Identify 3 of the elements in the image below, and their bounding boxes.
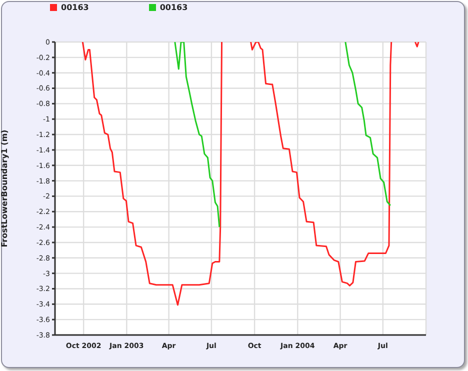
legend-label: 00163 (160, 3, 188, 12)
legend-label: 00163 (61, 3, 89, 12)
y-axis-title: FrostLowerBoundary1 (m) (0, 130, 9, 248)
